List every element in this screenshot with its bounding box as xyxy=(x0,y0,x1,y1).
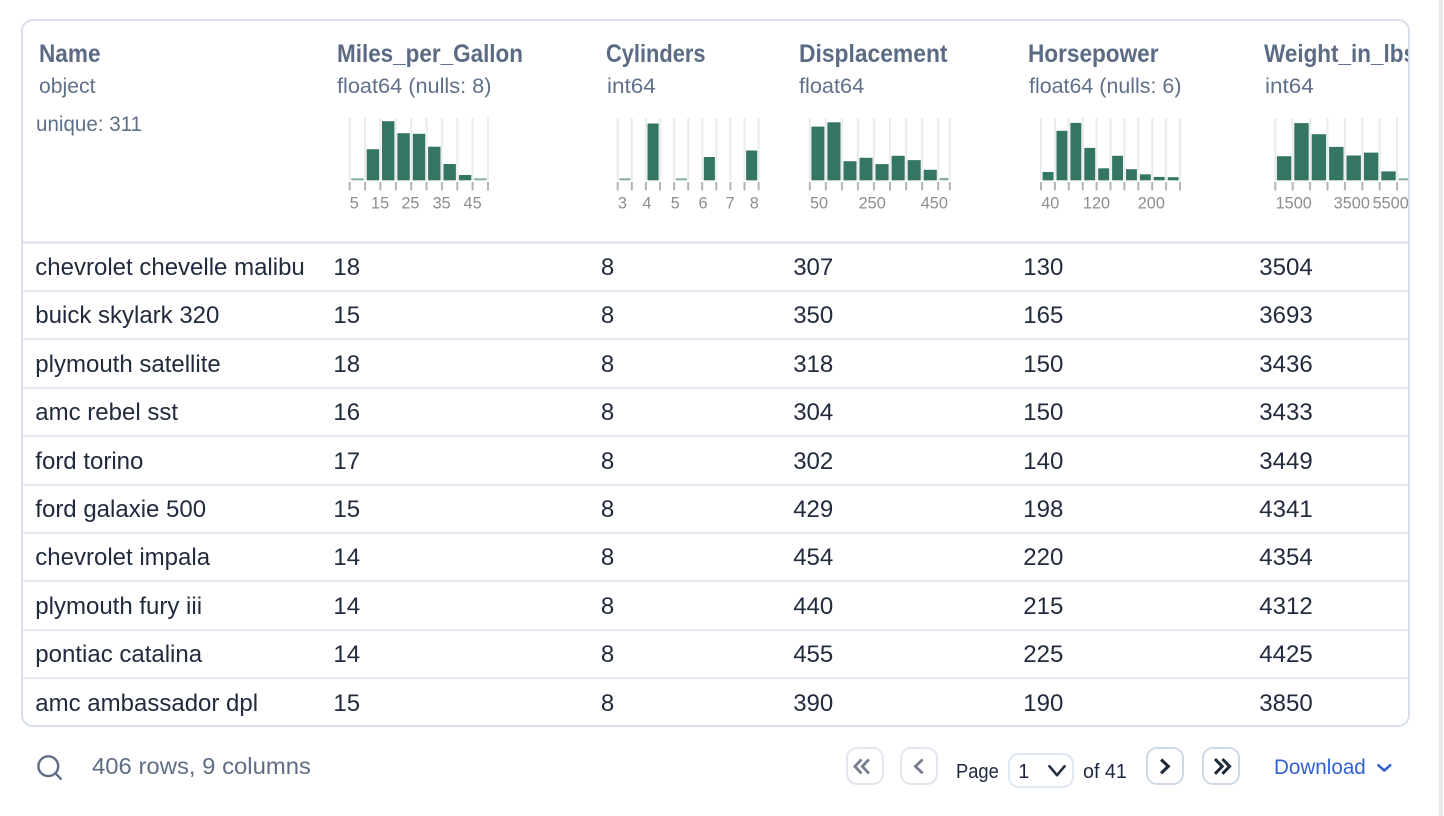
svg-text:25: 25 xyxy=(401,194,419,212)
svg-text:450: 450 xyxy=(921,194,948,212)
svg-text:200: 200 xyxy=(1138,194,1165,212)
svg-text:45: 45 xyxy=(464,194,482,212)
svg-text:3500: 3500 xyxy=(1334,194,1370,212)
svg-text:7: 7 xyxy=(726,194,735,212)
svg-text:8: 8 xyxy=(750,194,759,212)
svg-text:6: 6 xyxy=(698,194,707,212)
svg-text:50: 50 xyxy=(810,194,828,212)
svg-text:1500: 1500 xyxy=(1276,194,1312,212)
svg-text:5500: 5500 xyxy=(1373,194,1408,212)
svg-text:120: 120 xyxy=(1083,194,1110,212)
svg-text:40: 40 xyxy=(1041,194,1059,212)
svg-text:5: 5 xyxy=(350,194,359,212)
svg-text:35: 35 xyxy=(433,194,451,212)
svg-text:4: 4 xyxy=(642,194,651,212)
svg-text:3: 3 xyxy=(618,194,627,212)
svg-text:250: 250 xyxy=(859,194,886,212)
svg-text:15: 15 xyxy=(371,194,389,212)
svg-text:5: 5 xyxy=(671,194,680,212)
